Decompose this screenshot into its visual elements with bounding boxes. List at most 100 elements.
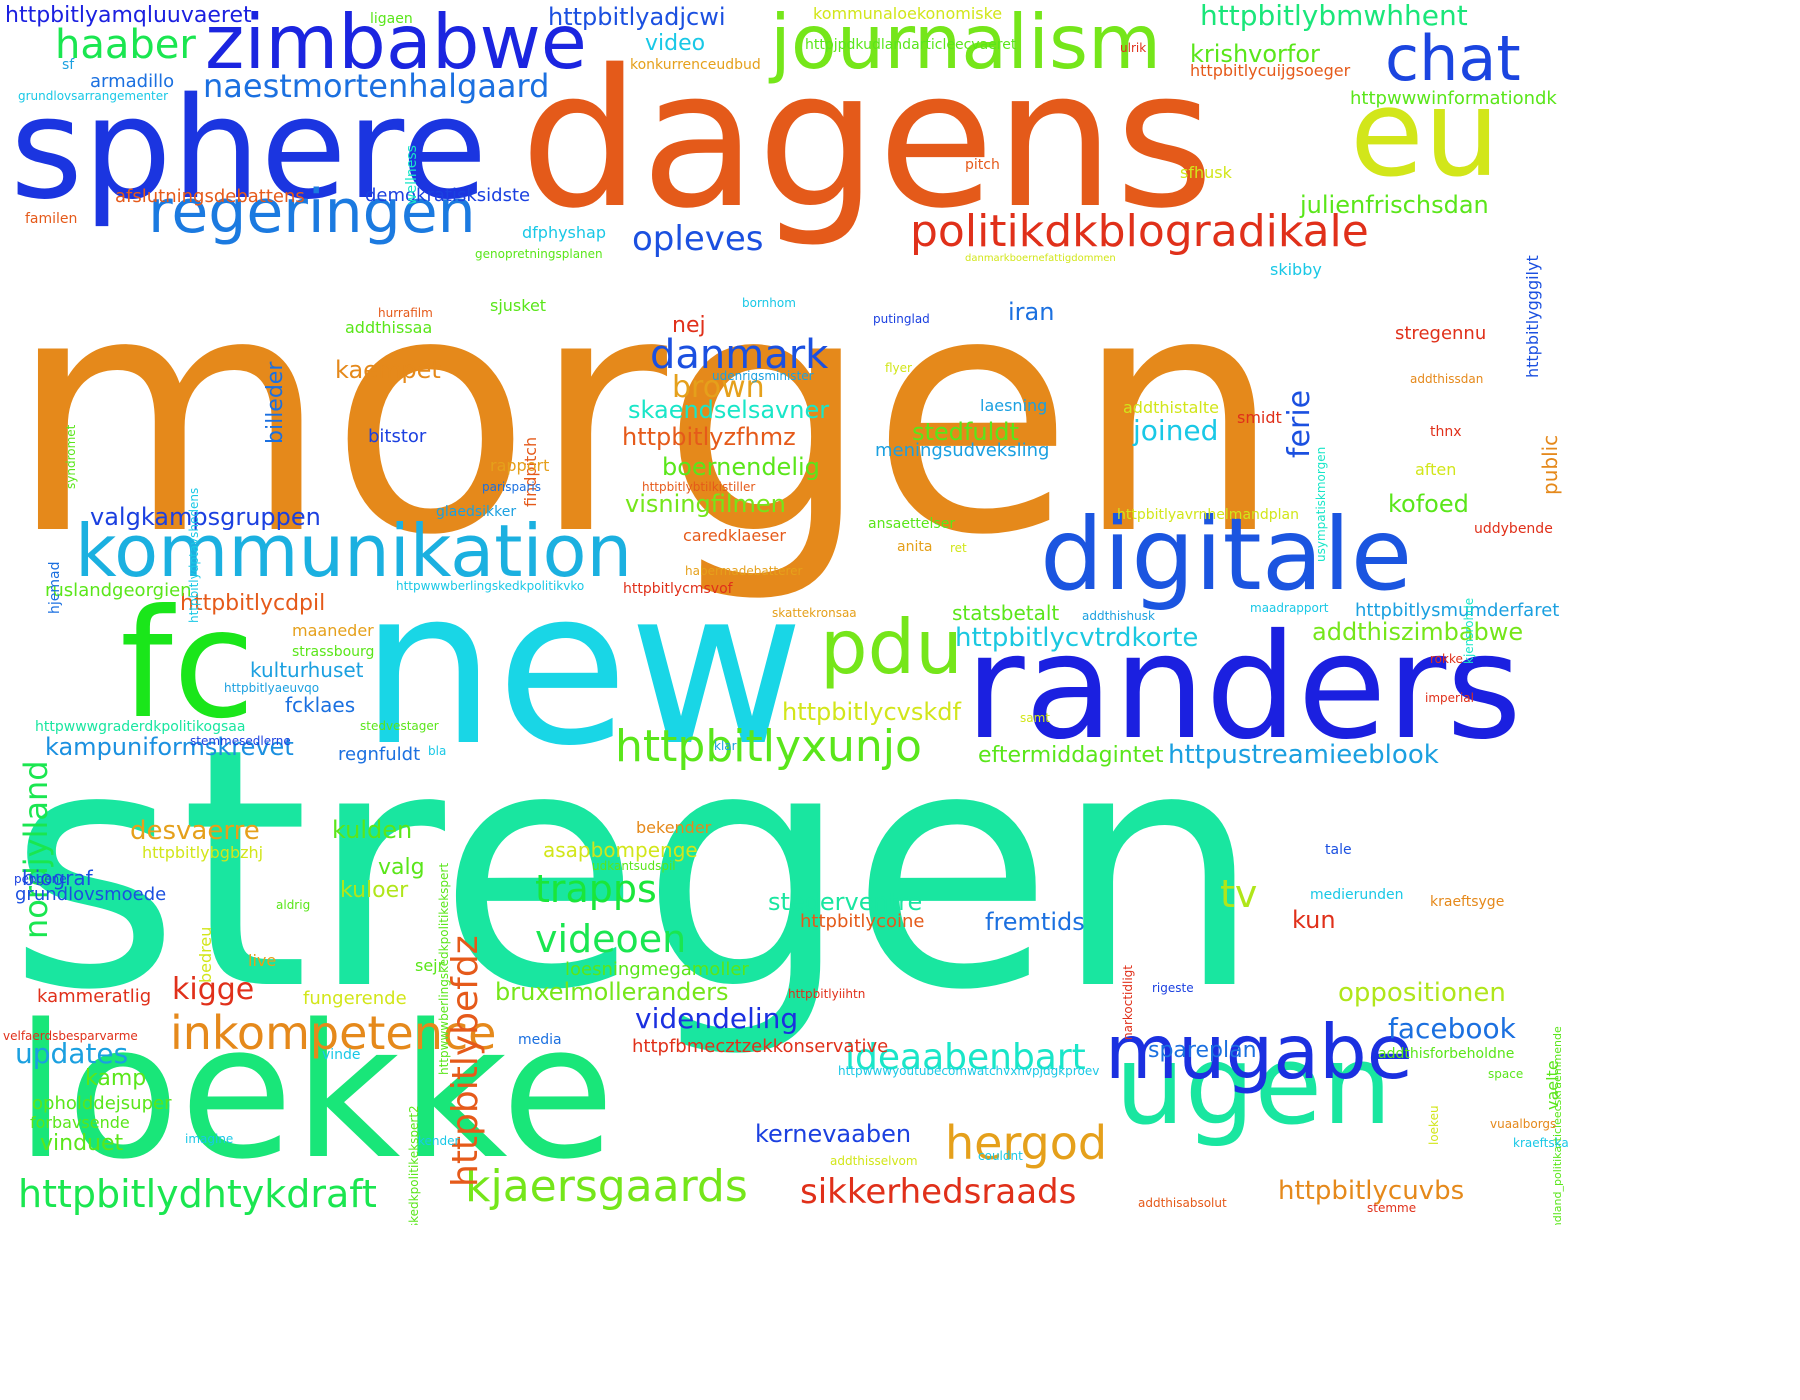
word-armadillo: armadillo xyxy=(90,71,175,92)
word-nej: nej xyxy=(672,313,706,338)
word-dagens: dagens xyxy=(520,29,1214,250)
word-randers: randers xyxy=(965,603,1522,772)
word-familen: familen xyxy=(25,211,78,227)
word-live: live xyxy=(248,951,277,970)
word-bitstor: bitstor xyxy=(368,426,427,447)
word-httpwwwyoutubecomwatchvxnvpjdgkproev: httpwwwyoutubecomwatchvxnvpjdgkproev xyxy=(838,1064,1100,1078)
word-httpbitlycmsvof: httpbitlycmsvof xyxy=(623,581,733,597)
word-pitch: pitch xyxy=(965,157,1000,173)
word-httpbitlybmwhhent: httpbitlybmwhhent xyxy=(1200,0,1468,32)
word-eu: eu xyxy=(1350,65,1500,204)
word-kamp: kamp xyxy=(85,1066,147,1091)
word-httpwwwgraderdkpolitikogsaa: httpwwwgraderdkpolitikogsaa xyxy=(35,719,246,735)
word-dfphyshap: dfphyshap xyxy=(522,223,606,242)
word-httpbitlycuijgsoeger: httpbitlycuijgsoeger xyxy=(1190,61,1351,80)
word-stemmesedlerne: stemmesedlerne xyxy=(190,734,291,748)
word-chat: chat xyxy=(1385,22,1521,95)
word-httpbitlybefdz: httpbitlybefdz xyxy=(445,935,486,1187)
word-stedvestager: stedvestager xyxy=(360,719,439,733)
word-flyer: flyer xyxy=(885,361,912,375)
word-kofoed: kofoed xyxy=(1388,490,1469,518)
word-bedreu: bedreu xyxy=(196,926,215,983)
word-morgen: morgen xyxy=(8,223,1283,607)
word-klar: klar xyxy=(714,739,737,753)
word-stregen: stregen xyxy=(8,678,1263,1062)
word-bekender: bekender xyxy=(636,818,712,837)
word-videoen: videoen xyxy=(535,917,687,961)
word-new: new xyxy=(360,542,805,793)
word-httpbitlydptavshedens: httpbitlydptavshedens xyxy=(187,487,201,623)
word-httpbitlysmumderfaret: httpbitlysmumderfaret xyxy=(1355,600,1560,621)
word-loesningmegamoller: loesningmegamoller xyxy=(565,959,749,980)
word-maaneder: maaneder xyxy=(292,621,374,640)
word-hjemad: hjemad xyxy=(47,561,63,614)
word-couldnt: couldnt xyxy=(978,1149,1023,1163)
word-addthisselvom: addthisselvom xyxy=(830,1154,918,1168)
word-rokke: rokke xyxy=(1430,652,1463,666)
word-public: public xyxy=(1538,434,1562,495)
word-kulden: kulden xyxy=(332,816,413,844)
word-iran: iran xyxy=(1008,298,1055,326)
word-ideaabenbart: ideaabenbart xyxy=(845,1037,1086,1078)
word-valgkampsgruppen: valgkampsgruppen xyxy=(90,503,321,531)
word-grundlovsmoede: grundlovsmoede xyxy=(15,884,167,905)
word-rapport: rapport xyxy=(490,456,550,475)
word-sfhusk: sfhusk xyxy=(1180,163,1232,182)
word-kigge: kigge xyxy=(172,972,255,1007)
word-sejr: sejr xyxy=(415,956,445,975)
word-vuaalborgs: vuaalborgs xyxy=(1490,1117,1557,1131)
word-asapbompenge: asapbompenge xyxy=(543,838,698,862)
word-udenrigsminister: udenrigsminister xyxy=(712,369,814,383)
word-konkurrenceudbud: konkurrenceudbud xyxy=(630,57,761,73)
word-regeringen: regeringen xyxy=(148,177,476,247)
word-kraeftsyge: kraeftsyge xyxy=(1430,894,1505,910)
word-billeder: billeder xyxy=(263,361,288,444)
word-caredklaeser: caredklaeser xyxy=(683,526,786,545)
word-skattekronsaa: skattekronsaa xyxy=(772,606,857,620)
word-bla: bla xyxy=(428,744,447,758)
word-ugen: ugen xyxy=(1115,1021,1392,1149)
word-bruxelmolleranders: bruxelmolleranders xyxy=(495,978,729,1006)
word-httpbitlyxunjo: httpbitlyxunjo xyxy=(615,721,922,772)
word-media: media xyxy=(518,1032,562,1048)
word-mugabe: mugabe xyxy=(1105,1008,1413,1096)
word-kender: kender xyxy=(418,1134,460,1148)
word-demokratisksidste: demokratisksidste xyxy=(365,185,531,206)
word-afslutningsdebattens: afslutningsdebattens xyxy=(115,186,305,207)
word-laesning: laesning xyxy=(980,396,1048,415)
word-fremtids: fremtids xyxy=(985,908,1085,936)
word-ulrik: ulrik xyxy=(1120,41,1147,55)
word-aften: aften xyxy=(1415,460,1457,479)
word-tv: tv xyxy=(1220,872,1258,916)
word-meningsudveksling: meningsudveksling xyxy=(875,440,1050,461)
word-thnx: thnx xyxy=(1430,424,1462,440)
word-genopretningsplanen: genopretningsplanen xyxy=(475,247,603,261)
word-httpbitlyadjcwi: httpbitlyadjcwi xyxy=(548,3,726,31)
word-fc: fc xyxy=(120,578,256,752)
word-anita: anita xyxy=(897,539,933,555)
word-httpbitlyiihtn: httpbitlyiihtn xyxy=(788,987,866,1001)
word-forbavsende: forbavsende xyxy=(30,1113,130,1132)
word-zimbabwe: zimbabwe xyxy=(205,0,587,86)
word-video: video xyxy=(645,31,706,56)
word-danmarkboernefattigdommen: danmarkboernefattigdommen xyxy=(965,253,1116,264)
word-vinduet: vinduet xyxy=(40,1131,124,1156)
word-visningfilmen: visningfilmen xyxy=(625,490,786,518)
word-httpbitlycuvbs: httpbitlycuvbs xyxy=(1278,1176,1465,1206)
word-sikkerhedsraads: sikkerhedsraads xyxy=(800,1172,1077,1212)
word-samt: samt xyxy=(1020,711,1050,725)
word-narkoctidligt: narkoctidligt xyxy=(1121,965,1135,1040)
word-maadrapport: maadrapport xyxy=(1250,601,1329,615)
word-kampuniformskrevet: kampuniformskrevet xyxy=(45,733,294,761)
word-videndeling: videndeling xyxy=(635,1002,799,1035)
word-loekeu: loekeu xyxy=(1427,1105,1441,1145)
word-strassbourg: strassbourg xyxy=(292,644,375,660)
word-httpbitlyaeuvqo: httpbitlyaeuvqo xyxy=(224,681,320,695)
word-imperial: imperial xyxy=(1425,691,1474,705)
word-danmark: danmark xyxy=(650,332,829,378)
word-glaedsikker: glaedsikker xyxy=(436,504,517,520)
word-julienfrischsdan: julienfrischsdan xyxy=(1300,191,1489,219)
word-kommunaloekonomiske: kommunaloekonomiske xyxy=(813,4,1003,23)
word-inkompetence: inkompetence xyxy=(170,1006,497,1060)
word-httpbitlyzfhmz: httpbitlyzfhmz xyxy=(622,423,796,451)
